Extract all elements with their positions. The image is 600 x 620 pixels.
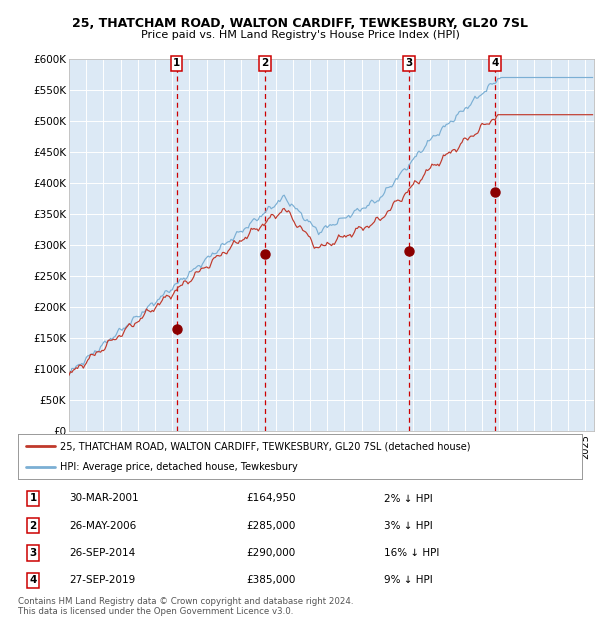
Text: 3: 3: [406, 58, 413, 68]
Text: 25, THATCHAM ROAD, WALTON CARDIFF, TEWKESBURY, GL20 7SL: 25, THATCHAM ROAD, WALTON CARDIFF, TEWKE…: [72, 17, 528, 30]
Text: £285,000: £285,000: [246, 521, 295, 531]
Text: Price paid vs. HM Land Registry's House Price Index (HPI): Price paid vs. HM Land Registry's House …: [140, 30, 460, 40]
Text: 1: 1: [29, 494, 37, 503]
Text: 4: 4: [29, 575, 37, 585]
Text: 26-SEP-2014: 26-SEP-2014: [69, 548, 135, 558]
Text: HPI: Average price, detached house, Tewkesbury: HPI: Average price, detached house, Tewk…: [60, 461, 298, 472]
Text: 2: 2: [29, 521, 37, 531]
Text: £385,000: £385,000: [246, 575, 295, 585]
Text: 4: 4: [491, 58, 499, 68]
Text: 2% ↓ HPI: 2% ↓ HPI: [384, 494, 433, 503]
Text: 9% ↓ HPI: 9% ↓ HPI: [384, 575, 433, 585]
Text: Contains HM Land Registry data © Crown copyright and database right 2024.
This d: Contains HM Land Registry data © Crown c…: [18, 597, 353, 616]
Text: 3% ↓ HPI: 3% ↓ HPI: [384, 521, 433, 531]
Text: 25, THATCHAM ROAD, WALTON CARDIFF, TEWKESBURY, GL20 7SL (detached house): 25, THATCHAM ROAD, WALTON CARDIFF, TEWKE…: [60, 441, 471, 451]
Text: 1: 1: [173, 58, 180, 68]
Text: 27-SEP-2019: 27-SEP-2019: [69, 575, 135, 585]
Text: 16% ↓ HPI: 16% ↓ HPI: [384, 548, 439, 558]
Text: £290,000: £290,000: [246, 548, 295, 558]
Text: 26-MAY-2006: 26-MAY-2006: [69, 521, 136, 531]
Text: £164,950: £164,950: [246, 494, 296, 503]
Text: 2: 2: [262, 58, 269, 68]
Text: 3: 3: [29, 548, 37, 558]
Text: 30-MAR-2001: 30-MAR-2001: [69, 494, 139, 503]
